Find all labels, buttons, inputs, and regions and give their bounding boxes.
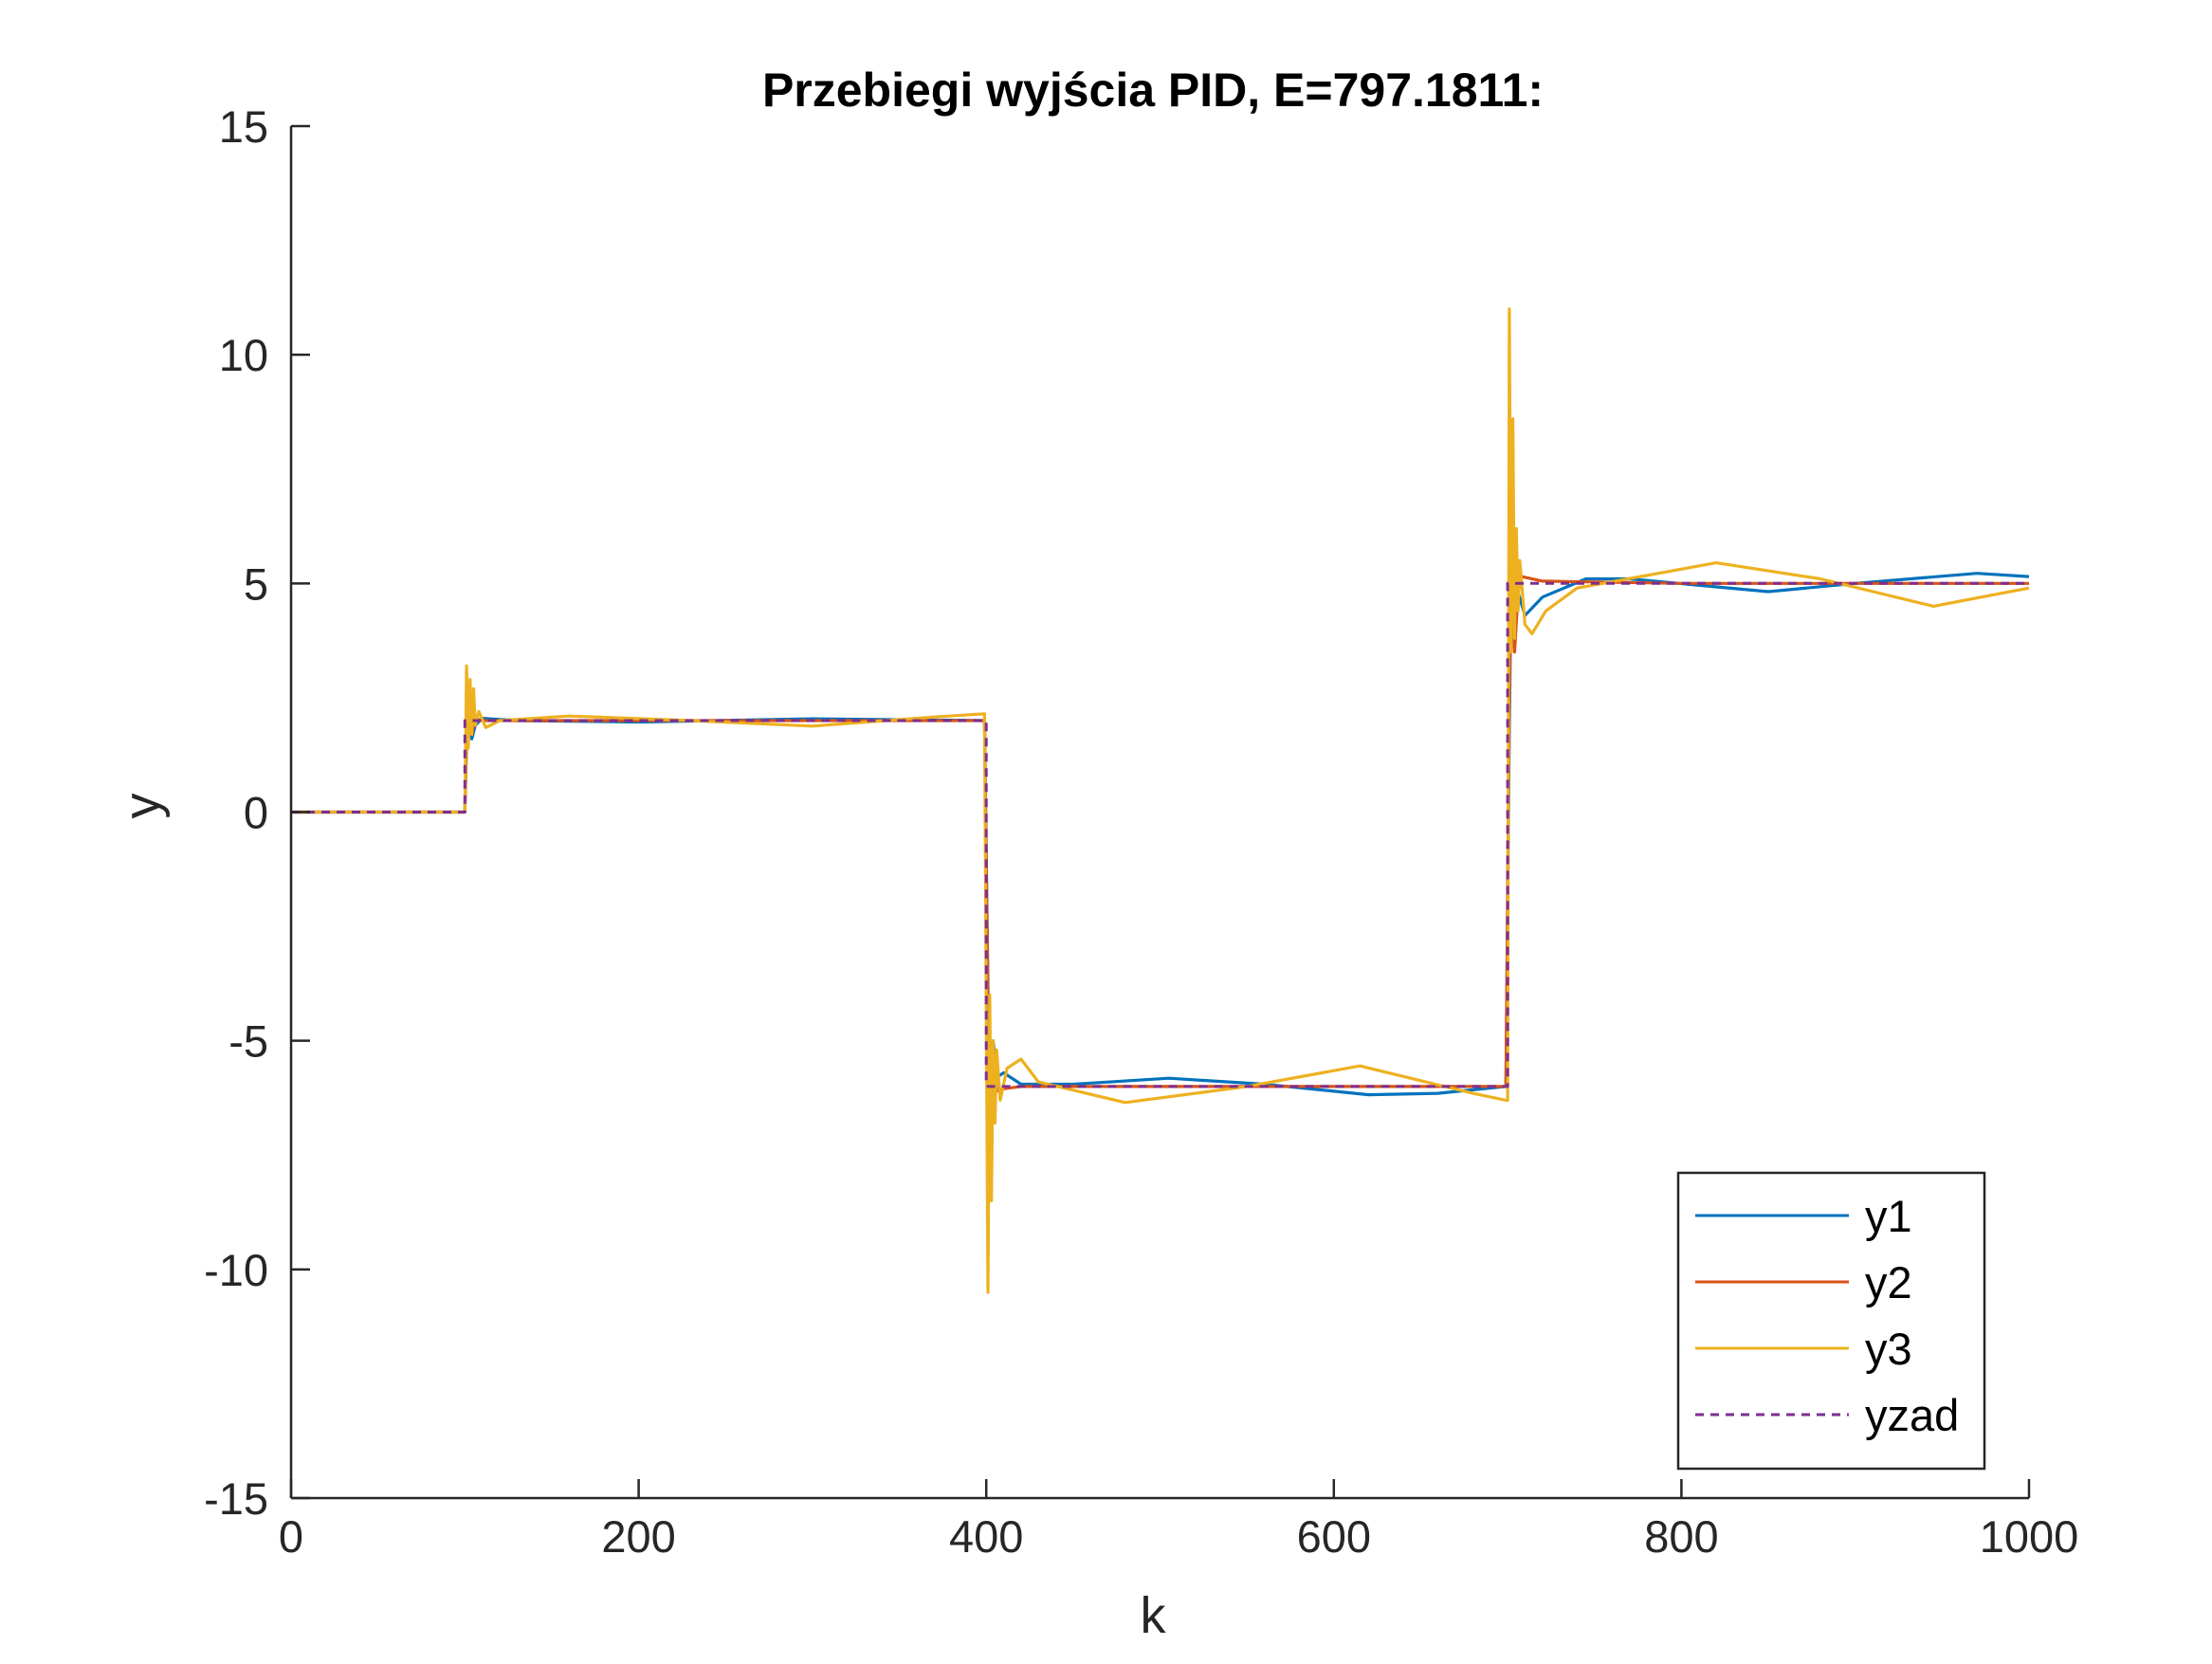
y-tick-label: 15 (219, 101, 268, 152)
legend-label-y2: y2 (1865, 1257, 1912, 1307)
legend-label-y1: y1 (1865, 1191, 1912, 1241)
y-tick-label: -15 (204, 1473, 268, 1524)
plot-area: 0 200 400 600 800 1000 -15 -10 -5 0 5 10 15 (204, 101, 2078, 1562)
y-tick-label: -5 (229, 1016, 268, 1067)
y-tick-label: -10 (204, 1245, 268, 1295)
y-tick-label: 10 (219, 330, 268, 380)
x-tick-label: 600 (1297, 1511, 1371, 1562)
x-axis-label: k (1141, 1587, 1167, 1644)
x-tick-label: 800 (1644, 1511, 1718, 1562)
series-line-y3 (291, 307, 2030, 1294)
x-tick-label: 0 (279, 1511, 303, 1562)
chart-title: Przebiegi wyjścia PID, E=797.1811: (762, 64, 1544, 117)
x-tick-label: 1000 (1980, 1511, 2079, 1562)
legend: y1 y2 y3 yzad (1676, 1171, 1986, 1471)
series-line-yzad (291, 581, 2029, 1088)
legend-label-y3: y3 (1865, 1324, 1912, 1374)
legend-label-yzad: yzad (1865, 1390, 1959, 1440)
y-tick-label: 0 (244, 788, 268, 838)
y-axis-label: y (114, 794, 171, 819)
legend-box (1676, 1171, 1986, 1471)
x-tick-label: 200 (601, 1511, 675, 1562)
y-tick-label: 5 (244, 558, 268, 609)
x-tick-label: 400 (949, 1511, 1023, 1562)
